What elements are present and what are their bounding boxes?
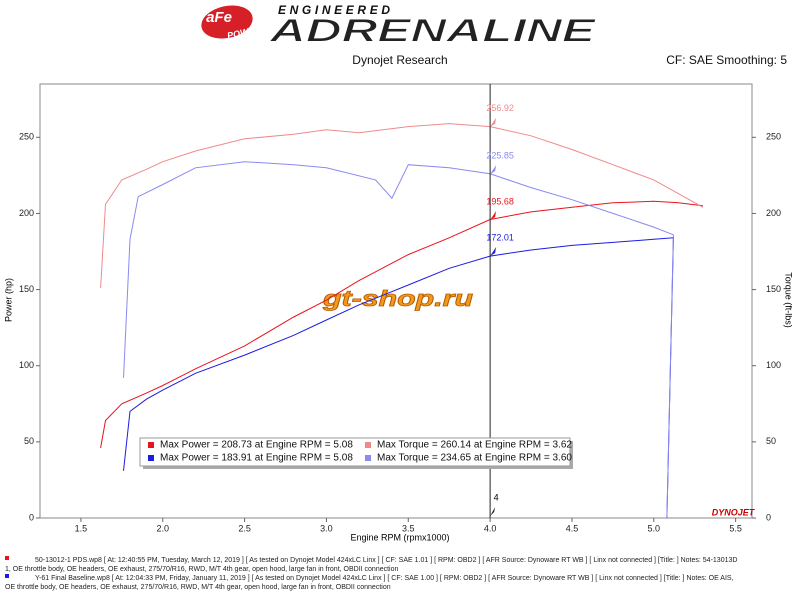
y-tick-label: 150	[19, 284, 34, 294]
subtitle: Dynojet Research	[352, 53, 447, 67]
y-tick-label: 250	[19, 132, 34, 142]
y-tick-label: 0	[29, 512, 34, 522]
logo-badge	[201, 5, 253, 39]
tagline-top: ENGINEERED	[278, 3, 390, 17]
legend-swatch	[148, 442, 154, 448]
series-line	[123, 237, 674, 519]
cursor-marker	[490, 117, 497, 127]
series-line	[100, 200, 703, 449]
cursor-marker	[490, 247, 497, 257]
footer-note: 1, OE throttle body, OE headers, OE exha…	[5, 566, 398, 573]
brand: DYNOJET	[712, 507, 756, 517]
series-line	[123, 161, 674, 519]
y-tick-label: 100	[19, 360, 34, 370]
x-tick-label: 2.5	[238, 523, 251, 533]
y2-tick-label: 250	[766, 132, 781, 142]
cursor-value: 172.01	[486, 232, 514, 242]
x-tick-label: 5.5	[729, 523, 742, 533]
y2-tick-label: 50	[766, 436, 776, 446]
y2-tick-label: 150	[766, 284, 781, 294]
x-tick-label: 4.0	[484, 523, 497, 533]
tagline: ADRENALINE	[268, 12, 597, 48]
y-axis-title: Power (hp)	[3, 278, 13, 322]
run-marker	[5, 574, 9, 578]
x-tick-label: 4.5	[566, 523, 579, 533]
legend-swatch	[148, 455, 154, 461]
y-tick-label: 200	[19, 208, 34, 218]
y-tick-label: 50	[24, 436, 34, 446]
legend-swatch	[365, 455, 371, 461]
cursor-arrow	[490, 507, 496, 516]
run-marker	[5, 556, 9, 560]
y2-tick-label: 0	[766, 512, 771, 522]
x-tick-label: 3.0	[320, 523, 333, 533]
legend-box	[139, 437, 571, 467]
legend-label: Max Power = 208.73 at Engine RPM = 5.08	[160, 440, 353, 451]
x-tick-label: 5.0	[648, 523, 661, 533]
x-tick-label: 2.0	[157, 523, 170, 533]
y2-tick-label: 200	[766, 208, 781, 218]
cursor-marker	[490, 165, 497, 175]
logo-afe: aFe	[206, 9, 232, 26]
legend-swatch	[365, 442, 371, 448]
y2-tick-label: 100	[766, 360, 781, 370]
legend-label: Max Power = 183.91 at Engine RPM = 5.08	[160, 453, 353, 464]
y2-axis-title: Torque (ft-lbs)	[784, 272, 794, 328]
cursor-value: 256.92	[486, 103, 514, 113]
cursor-marker	[490, 211, 497, 221]
x-axis-title: Engine RPM (rpmx1000)	[350, 532, 449, 542]
footer-note: OE throttle body, OE headers, OE exhaust…	[5, 584, 391, 591]
legend-label: Max Torque = 234.65 at Engine RPM = 3.60	[377, 453, 572, 464]
settings-label: CF: SAE Smoothing: 5	[666, 53, 787, 67]
legend-label: Max Torque = 260.14 at Engine RPM = 3.62	[377, 440, 572, 451]
cursor-value: 225.85	[486, 150, 514, 160]
x-tick-label: 3.5	[402, 523, 415, 533]
x-tick-label: 1.5	[75, 523, 88, 533]
cursor-value: 195.68	[486, 196, 514, 206]
series-line	[100, 123, 704, 289]
logo: aFe POWER ENGINEERED ADRENALINE	[201, 3, 598, 49]
footer-note: Y-61 Final Baseline.wp8 [ At: 12:04:33 P…	[35, 575, 734, 582]
footer-note: 50-13012-1 PDS.wp8 [ At: 12:40:55 PM, Tu…	[35, 557, 737, 564]
cursor-label: 4	[494, 492, 499, 502]
plot-frame	[39, 83, 753, 519]
